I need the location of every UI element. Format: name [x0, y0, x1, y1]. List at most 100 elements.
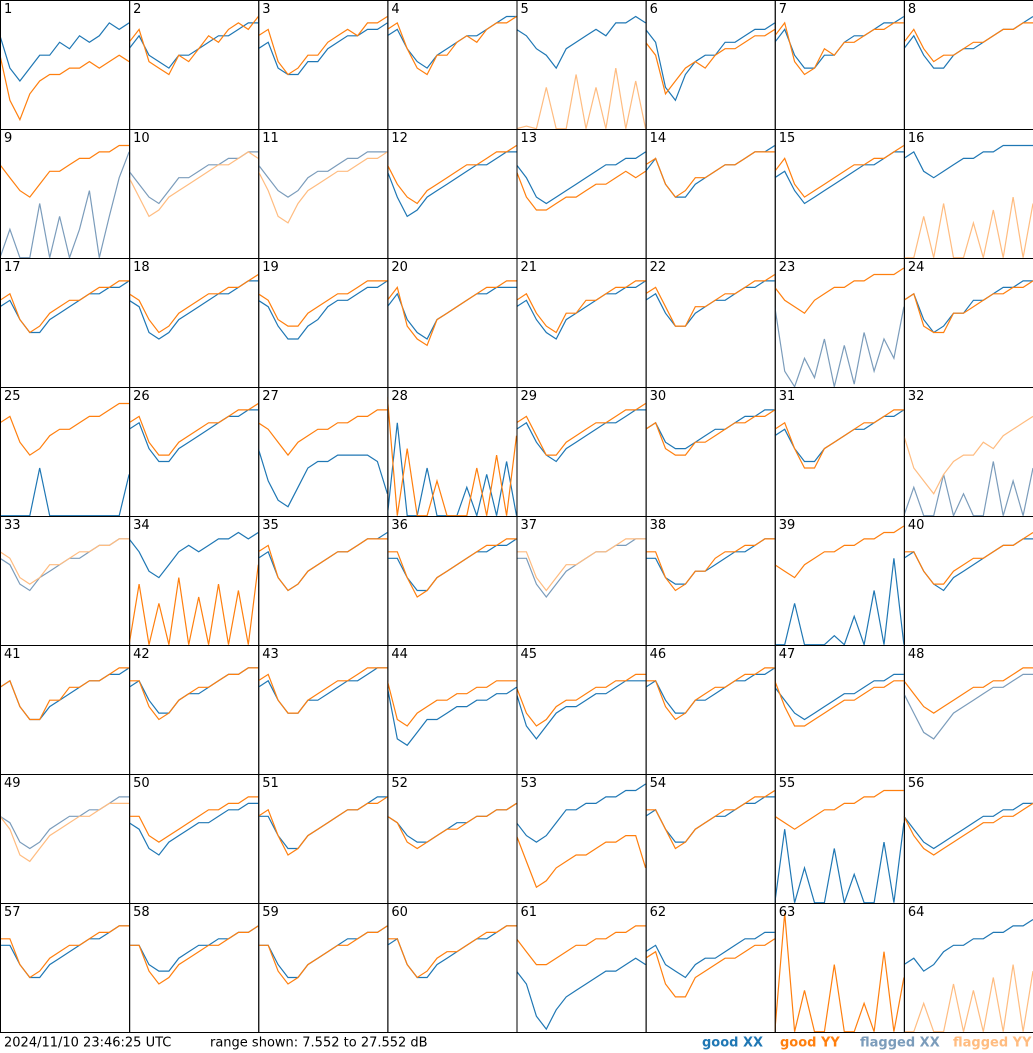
spectrum-line — [129, 409, 259, 463]
spectrum-line — [0, 925, 130, 979]
panel: 39 — [774, 516, 905, 646]
panel-label: 36 — [391, 518, 408, 533]
panel: 50 — [129, 774, 260, 904]
panel: 44 — [387, 645, 518, 775]
spectrum-line — [129, 802, 259, 856]
panel: 17 — [0, 258, 131, 388]
spectrum-line — [903, 964, 1033, 1032]
panel-border — [645, 516, 776, 646]
spectrum-line — [645, 273, 775, 327]
panel-label: 2 — [133, 2, 141, 17]
spectrum-line — [903, 280, 1033, 334]
spectrum-line — [774, 21, 904, 76]
panel-label: 40 — [908, 518, 925, 533]
spectrum-line — [516, 783, 646, 843]
spectrum-line — [258, 280, 388, 327]
panel-label: 19 — [262, 260, 279, 275]
panel-border — [645, 387, 776, 517]
spectrum-line — [0, 925, 130, 979]
panel: 8 — [903, 0, 1033, 130]
panel-border — [774, 0, 905, 130]
panel: 19 — [258, 258, 389, 388]
spectrum-line — [129, 796, 259, 843]
spectrum-line — [387, 680, 517, 727]
panel-border — [258, 387, 389, 517]
panel-border — [645, 129, 776, 259]
spectrum-line — [903, 918, 1033, 972]
spectrum-line — [903, 538, 1033, 592]
spectrum-line — [129, 402, 259, 456]
spectrum-line — [774, 409, 904, 469]
panel-label: 56 — [908, 776, 925, 791]
panel-label: 22 — [650, 260, 667, 275]
spectrum-line — [645, 789, 775, 850]
panel: 21 — [516, 258, 647, 388]
spectrum-line — [516, 957, 646, 1031]
spectrum-line — [0, 538, 130, 585]
panel-border — [129, 903, 260, 1033]
spectrum-line — [258, 538, 388, 592]
spectrum-line — [387, 151, 517, 218]
panel: 37 — [516, 516, 647, 646]
panel: 3 — [258, 0, 389, 130]
spectrum-line — [516, 68, 646, 129]
spectrum-line — [387, 286, 517, 340]
panel: 54 — [645, 774, 776, 904]
spectrum-line — [645, 28, 775, 96]
panel-border — [387, 774, 518, 904]
panel-label: 30 — [650, 389, 667, 404]
legend-entry: good YY — [780, 1036, 840, 1051]
panel: 1 — [0, 0, 131, 130]
panel-border — [774, 645, 905, 775]
panel-label: 53 — [521, 776, 538, 791]
panel-label: 29 — [521, 389, 538, 404]
panel-border — [258, 129, 389, 259]
spectrum-line — [903, 15, 1033, 69]
panel: 55 — [774, 774, 905, 904]
panel-border — [0, 645, 131, 775]
panel-border — [129, 516, 260, 646]
panel: 59 — [258, 903, 389, 1033]
spectrum-line — [774, 822, 904, 903]
panel-border — [903, 258, 1033, 388]
spectrum-line — [387, 396, 517, 516]
spectrum-line — [645, 667, 775, 714]
panel: 46 — [645, 645, 776, 775]
spectrum-line — [516, 170, 646, 211]
spectrum-line — [774, 789, 904, 830]
panel-border — [645, 774, 776, 904]
spectrum-line — [258, 280, 388, 340]
spectrum-line — [129, 925, 259, 985]
panel-label: 55 — [779, 776, 796, 791]
spectrum-line — [903, 415, 1033, 495]
spectrum-line — [0, 22, 130, 82]
panel: 52 — [387, 774, 518, 904]
spectrum-line — [387, 802, 517, 850]
panel-label: 52 — [391, 776, 408, 791]
spectrum-line — [774, 409, 904, 463]
panel-border — [387, 0, 518, 130]
spectrum-line — [516, 835, 646, 889]
panel: 29 — [516, 387, 647, 517]
spectrum-line — [645, 538, 775, 585]
panel-label: 34 — [133, 518, 150, 533]
spectrum-line — [129, 151, 259, 218]
panel-label: 58 — [133, 905, 150, 920]
spectrum-line — [387, 686, 517, 747]
panel-label: 3 — [262, 2, 270, 17]
panel: 14 — [645, 129, 776, 259]
spectrum-line — [0, 467, 130, 516]
panel-label: 20 — [391, 260, 408, 275]
spectrum-line — [516, 673, 646, 727]
spectrum-line — [645, 22, 775, 102]
panel-border — [0, 516, 131, 646]
panel-border — [129, 129, 260, 259]
panel: 41 — [0, 645, 131, 775]
spectrum-line — [129, 280, 259, 340]
spectrum-line — [0, 667, 130, 721]
spectrum-line — [516, 925, 646, 966]
panel-border — [774, 516, 905, 646]
spectrum-line — [645, 151, 775, 198]
panel-label: 44 — [391, 647, 408, 662]
